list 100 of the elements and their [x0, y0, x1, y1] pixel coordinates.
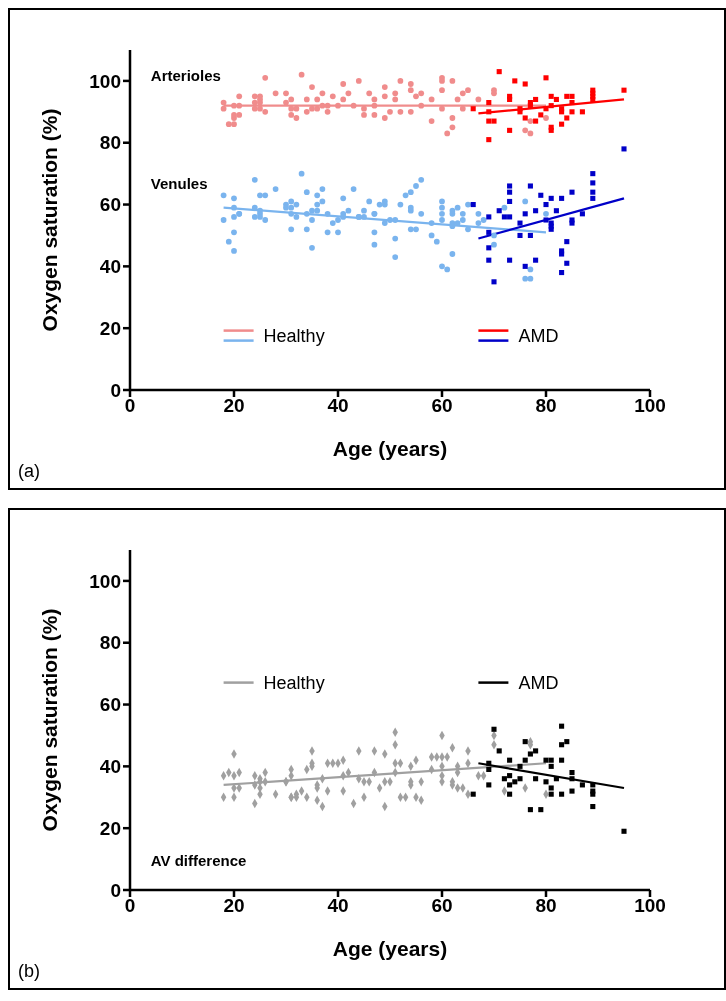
point — [527, 751, 533, 757]
point — [533, 118, 539, 124]
y-tick-label: 0 — [110, 379, 121, 401]
point — [553, 776, 559, 782]
point — [543, 779, 549, 785]
point — [548, 785, 554, 791]
point — [507, 183, 513, 189]
x-axis-title: Age (years) — [332, 937, 448, 960]
point — [507, 773, 513, 779]
point — [486, 766, 492, 772]
point — [512, 779, 518, 785]
point — [548, 93, 554, 99]
point — [569, 788, 575, 794]
point — [559, 270, 565, 276]
legend-label: AMD — [518, 672, 559, 693]
point — [548, 791, 554, 797]
point — [517, 763, 523, 769]
point — [507, 757, 513, 763]
y-tick-label: 60 — [99, 694, 121, 716]
legend-label: Healthy — [263, 672, 325, 693]
point — [543, 217, 549, 223]
point — [559, 791, 565, 797]
point — [507, 198, 513, 204]
y-tick-label: 100 — [89, 70, 121, 92]
point — [621, 828, 627, 834]
point — [533, 96, 539, 102]
point — [486, 782, 492, 788]
y-tick-label: 20 — [99, 817, 121, 839]
point — [533, 208, 539, 214]
x-tick-label: 40 — [327, 395, 349, 417]
x-axis-title: Age (years) — [332, 437, 448, 460]
x-tick-label: 40 — [327, 895, 349, 917]
point — [517, 220, 523, 226]
point — [491, 279, 497, 285]
point — [590, 195, 596, 201]
point — [564, 115, 570, 121]
point — [538, 112, 544, 118]
point — [553, 96, 559, 102]
y-tick-label: 100 — [89, 570, 121, 592]
point — [538, 807, 544, 813]
point — [564, 239, 570, 245]
point — [559, 757, 565, 763]
point — [522, 263, 528, 269]
point — [548, 757, 554, 763]
x-tick-label: 60 — [431, 395, 453, 417]
point — [522, 115, 528, 121]
point — [522, 757, 528, 763]
y-tick-label: 0 — [110, 879, 121, 901]
y-tick-label: 40 — [99, 756, 121, 778]
y-tick-label: 80 — [99, 132, 121, 154]
point — [486, 214, 492, 220]
point — [538, 192, 544, 198]
x-tick-label: 20 — [223, 895, 245, 917]
point — [553, 208, 559, 214]
point — [486, 109, 492, 115]
point — [496, 69, 502, 75]
x-tick-label: 80 — [535, 395, 557, 417]
point — [507, 214, 513, 220]
point — [559, 121, 565, 127]
point — [548, 763, 554, 769]
x-tick-label: 60 — [431, 895, 453, 917]
annotation: Arterioles — [150, 66, 221, 84]
annotation: Venules — [150, 175, 208, 193]
point — [590, 804, 596, 810]
point — [590, 171, 596, 177]
point — [470, 106, 476, 112]
point — [507, 127, 513, 133]
point — [564, 93, 570, 99]
point — [543, 75, 549, 81]
y-axis-title: Oxygen saturation (%) — [38, 108, 62, 332]
point — [527, 807, 533, 813]
x-tick-label: 0 — [124, 895, 136, 917]
text: (a) — [18, 461, 40, 482]
point — [522, 211, 528, 217]
point — [522, 739, 528, 745]
annotation: AV difference — [150, 852, 247, 870]
point — [501, 776, 507, 782]
point — [517, 776, 523, 782]
point — [569, 220, 575, 226]
y-axis-title: Oxygen saturation (%) — [38, 608, 62, 832]
point — [569, 100, 575, 106]
point — [507, 782, 513, 788]
point — [486, 229, 492, 235]
point — [569, 776, 575, 782]
point — [543, 202, 549, 208]
point — [569, 109, 575, 115]
point — [527, 232, 533, 238]
point — [621, 146, 627, 152]
x-tick-label: 80 — [535, 895, 557, 917]
point — [501, 214, 507, 220]
point — [579, 782, 585, 788]
point — [486, 137, 492, 143]
point — [543, 106, 549, 112]
point — [470, 202, 476, 208]
point — [486, 245, 492, 251]
point — [491, 118, 497, 124]
point — [527, 183, 533, 189]
point — [569, 770, 575, 776]
point — [579, 211, 585, 217]
point — [486, 118, 492, 124]
